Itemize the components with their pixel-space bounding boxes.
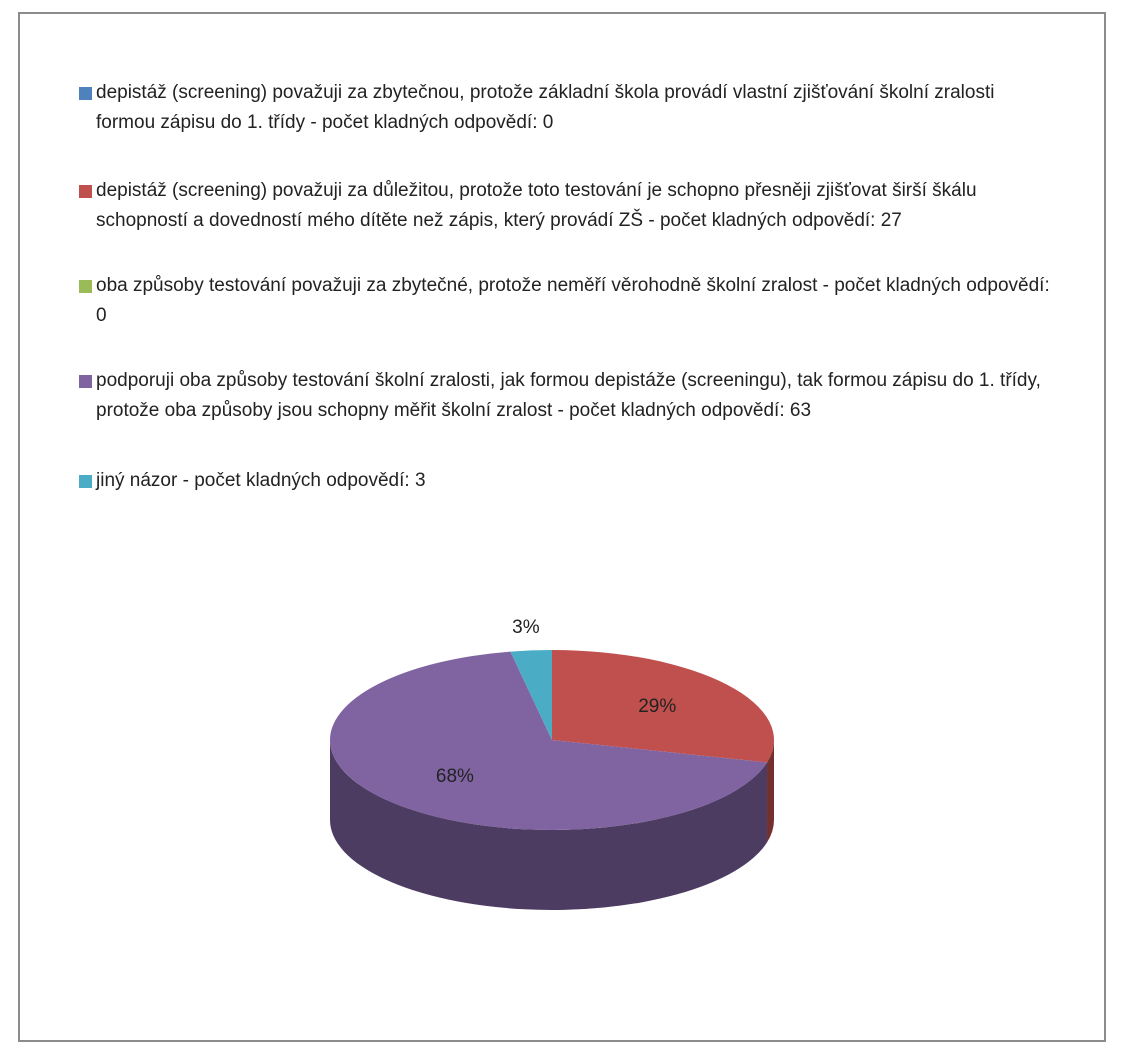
data-label: 3% (512, 617, 540, 638)
slice (510, 650, 552, 740)
data-label: 29% (638, 696, 676, 717)
slice-side (330, 740, 768, 911)
legend-item: depistáž (screening) považuji za důležit… (79, 176, 1056, 236)
legend-item: jiný názor - počet kladných odpovědí: 3 (79, 466, 1056, 496)
legend-swatch (79, 375, 92, 388)
legend-label: oba způsoby testování považuji za zbyteč… (96, 275, 1050, 326)
legend-item: podporuji oba způsoby testování školní z… (79, 366, 1056, 426)
slice (330, 651, 768, 831)
slice-side (767, 740, 775, 843)
slice (552, 650, 774, 763)
legend-item: oba způsoby testování považuji za zbyteč… (79, 271, 1056, 331)
legend-swatch (79, 475, 92, 488)
legend-label: podporuji oba způsoby testování školní z… (96, 370, 1041, 421)
legend-swatch (79, 87, 92, 100)
legend-swatch (79, 185, 92, 198)
legend-swatch (79, 280, 92, 293)
legend-label: depistáž (screening) považuji za důležit… (96, 180, 977, 231)
legend-label: depistáž (screening) považuji za zbytečn… (96, 82, 995, 133)
data-label: 68% (436, 766, 474, 787)
legend-item: depistáž (screening) považuji za zbytečn… (79, 78, 1056, 138)
legend-label: jiný názor - počet kladných odpovědí: 3 (96, 470, 426, 491)
